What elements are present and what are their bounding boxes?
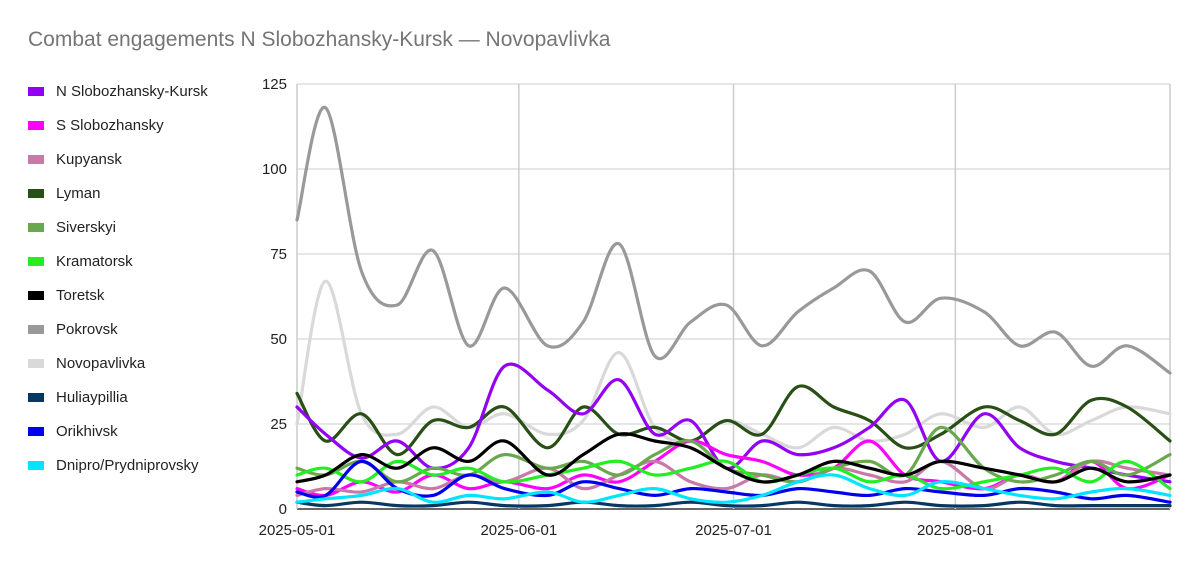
legend-label: Dnipro/Prydniprovsky — [56, 456, 199, 474]
legend-swatch — [28, 426, 44, 436]
y-tick-label: 100 — [262, 161, 287, 178]
legend-swatch — [28, 324, 44, 334]
y-tick-label: 125 — [262, 76, 287, 93]
legend-item[interactable]: Dnipro/Prydniprovsky — [28, 448, 258, 482]
legend-swatch — [28, 392, 44, 402]
series-line-dnipro-prydniprovsky — [295, 473, 1172, 504]
legend-swatch — [28, 358, 44, 368]
legend-label: Pokrovsk — [56, 320, 118, 338]
x-tick-label: 2025-06-01 — [480, 522, 557, 539]
legend-label: Kupyansk — [56, 150, 122, 168]
legend-swatch — [28, 120, 44, 130]
series-line-toretsk — [295, 432, 1172, 484]
legend-item[interactable]: Kupyansk — [28, 142, 258, 176]
legend-item[interactable]: N Slobozhansky-Kursk — [28, 74, 258, 108]
legend-label: S Slobozhansky — [56, 116, 164, 134]
legend-item[interactable]: Siverskyi — [28, 210, 258, 244]
legend-item[interactable]: S Slobozhansky — [28, 108, 258, 142]
legend-label: Toretsk — [56, 286, 105, 304]
legend-item[interactable]: Huliaypillia — [28, 380, 258, 414]
legend-item[interactable]: Toretsk — [28, 278, 258, 312]
legend-item[interactable]: Lyman — [28, 176, 258, 210]
x-tick-label: 2025-05-01 — [259, 522, 336, 539]
legend-item[interactable]: Orikhivsk — [28, 414, 258, 448]
legend-label: Siverskyi — [56, 218, 117, 236]
series-line-orikhivsk — [295, 459, 1172, 504]
y-tick-label: 0 — [279, 501, 287, 518]
series-line-huliaypillia — [295, 500, 1172, 508]
series-line-pokrovsk — [295, 106, 1172, 375]
legend-label: N Slobozhansky-Kursk — [56, 82, 208, 100]
legend-swatch — [28, 460, 44, 470]
y-tick-label: 75 — [270, 246, 287, 263]
axis-labels: 0 25 50 75 100 125 2025-05-01 2025-06-01 2025-07… — [259, 76, 994, 539]
legend-label: Orikhivsk — [56, 422, 118, 440]
series-lines — [295, 106, 1172, 508]
x-tick-label: 2025-08-01 — [917, 522, 994, 539]
legend: N Slobozhansky-Kursk S Slobozhansky Kupyan… — [28, 74, 258, 482]
chart-title: Combat engagements N Slobozhansky-Kursk … — [28, 28, 611, 51]
legend-swatch — [28, 154, 44, 164]
y-tick-label: 50 — [270, 331, 287, 348]
legend-swatch — [28, 290, 44, 300]
legend-label: Lyman — [56, 184, 101, 202]
y-tick-label: 25 — [270, 416, 287, 433]
legend-swatch — [28, 188, 44, 198]
legend-swatch — [28, 86, 44, 96]
series-line-lyman — [295, 384, 1172, 457]
grid-lines — [296, 83, 1171, 510]
legend-label: Huliaypillia — [56, 388, 128, 406]
legend-item[interactable]: Kramatorsk — [28, 244, 258, 278]
legend-label: Kramatorsk — [56, 252, 133, 270]
legend-swatch — [28, 256, 44, 266]
legend-item[interactable]: Pokrovsk — [28, 312, 258, 346]
x-tick-label: 2025-07-01 — [695, 522, 772, 539]
legend-label: Novopavlivka — [56, 354, 146, 372]
legend-swatch — [28, 222, 44, 232]
legend-item[interactable]: Novopavlivka — [28, 346, 258, 380]
